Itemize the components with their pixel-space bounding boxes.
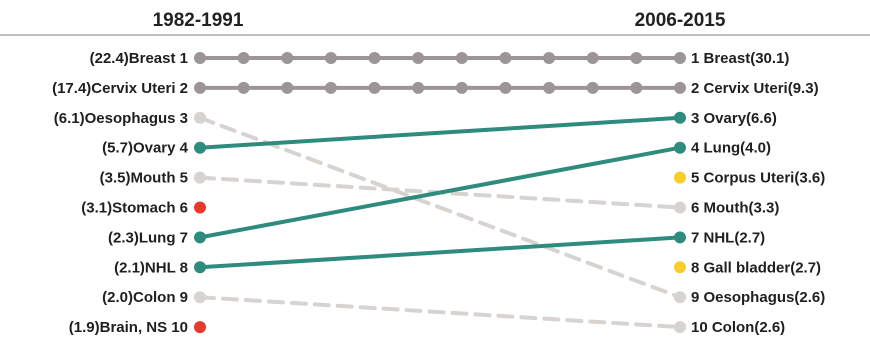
left-dot-stomach xyxy=(194,201,206,214)
right-dot-ovary xyxy=(674,111,686,124)
right-label-gall-bladder: 8 Gall bladder(2.7) xyxy=(691,259,821,276)
right-dot-colon xyxy=(674,321,686,334)
right-dot-mouth xyxy=(674,201,686,214)
left-dot-nhl xyxy=(194,261,206,274)
link-marker-cervix-uteri xyxy=(281,81,294,94)
left-dot-cervix-uteri xyxy=(194,81,206,94)
left-period-header: 1982-1991 xyxy=(153,10,244,31)
link-marker-breast xyxy=(368,52,381,64)
link-colon xyxy=(198,295,682,330)
link-marker-breast xyxy=(281,52,294,64)
link-nhl xyxy=(198,235,682,270)
right-label-mouth: 6 Mouth(3.3) xyxy=(691,200,779,217)
right-label-lung: 4 Lung(4.0) xyxy=(691,140,771,157)
right-label-colon: 10 Colon(2.6) xyxy=(691,319,785,336)
right-dot-nhl xyxy=(674,231,686,244)
right-label-breast: 1 Breast(30.1) xyxy=(691,50,789,67)
left-label-stomach: (3.1)Stomach 6 xyxy=(81,200,188,217)
link-marker-cervix-uteri xyxy=(499,81,512,94)
left-label-breast: (22.4)Breast 1 xyxy=(90,50,188,67)
link-marker-breast xyxy=(324,52,337,64)
labels-layer: (22.4)Breast 1 (17.4)Cervix Uteri 2 (6.1)O… xyxy=(52,50,825,336)
link-marker-cervix-uteri xyxy=(586,81,599,94)
left-label-nhl: (2.1)NHL 8 xyxy=(114,259,188,276)
left-label-oesophagus: (6.1)Oesophagus 3 xyxy=(54,110,188,127)
right-dot-oesophagus xyxy=(674,291,686,304)
links-layer xyxy=(198,52,682,330)
left-label-brain-ns: (1.9)Brain, NS 10 xyxy=(69,319,188,336)
right-dot-cervix-uteri xyxy=(674,81,686,94)
link-marker-breast xyxy=(237,52,250,64)
left-label-ovary: (5.7)Ovary 4 xyxy=(102,140,189,157)
right-dot-lung xyxy=(674,141,686,154)
link-lung xyxy=(198,145,682,240)
right-label-cervix-uteri: 2 Cervix Uteri(9.3) xyxy=(691,80,819,97)
link-ovary xyxy=(198,115,682,150)
right-label-oesophagus: 9 Oesophagus(2.6) xyxy=(691,289,825,306)
link-marker-breast xyxy=(499,52,512,64)
left-label-lung: (2.3)Lung 7 xyxy=(108,229,188,246)
left-label-mouth: (3.5)Mouth 5 xyxy=(100,170,188,187)
link-oesophagus xyxy=(198,115,682,300)
left-label-colon: (2.0)Colon 9 xyxy=(102,289,188,306)
link-marker-cervix-uteri xyxy=(237,81,250,94)
right-period-header: 2006-2015 xyxy=(635,10,726,31)
right-dot-corpus-uteri xyxy=(674,171,686,184)
link-marker-cervix-uteri xyxy=(543,81,556,94)
right-dot-gall-bladder xyxy=(674,261,686,274)
right-label-corpus-uteri: 5 Corpus Uteri(3.6) xyxy=(691,170,825,187)
left-dot-colon xyxy=(194,291,206,304)
link-marker-cervix-uteri xyxy=(368,81,381,94)
left-dot-brain-ns xyxy=(194,321,206,334)
link-marker-cervix-uteri xyxy=(630,81,643,94)
link-marker-breast xyxy=(412,52,425,64)
left-dot-mouth xyxy=(194,171,206,184)
link-marker-cervix-uteri xyxy=(455,81,468,94)
right-dot-breast xyxy=(674,52,686,64)
link-marker-breast xyxy=(630,52,643,64)
dots-layer xyxy=(194,52,686,334)
link-marker-cervix-uteri xyxy=(324,81,337,94)
link-marker-breast xyxy=(543,52,556,64)
left-label-cervix-uteri: (17.4)Cervix Uteri 2 xyxy=(52,80,188,97)
left-dot-lung xyxy=(194,231,206,244)
left-dot-breast xyxy=(194,52,206,64)
right-label-nhl: 7 NHL(2.7) xyxy=(691,229,765,246)
left-dot-ovary xyxy=(194,141,206,154)
right-label-ovary: 3 Ovary(6.6) xyxy=(691,110,777,127)
link-marker-cervix-uteri xyxy=(412,81,425,94)
link-marker-breast xyxy=(586,52,599,64)
left-dot-oesophagus xyxy=(194,111,206,124)
link-marker-breast xyxy=(455,52,468,64)
